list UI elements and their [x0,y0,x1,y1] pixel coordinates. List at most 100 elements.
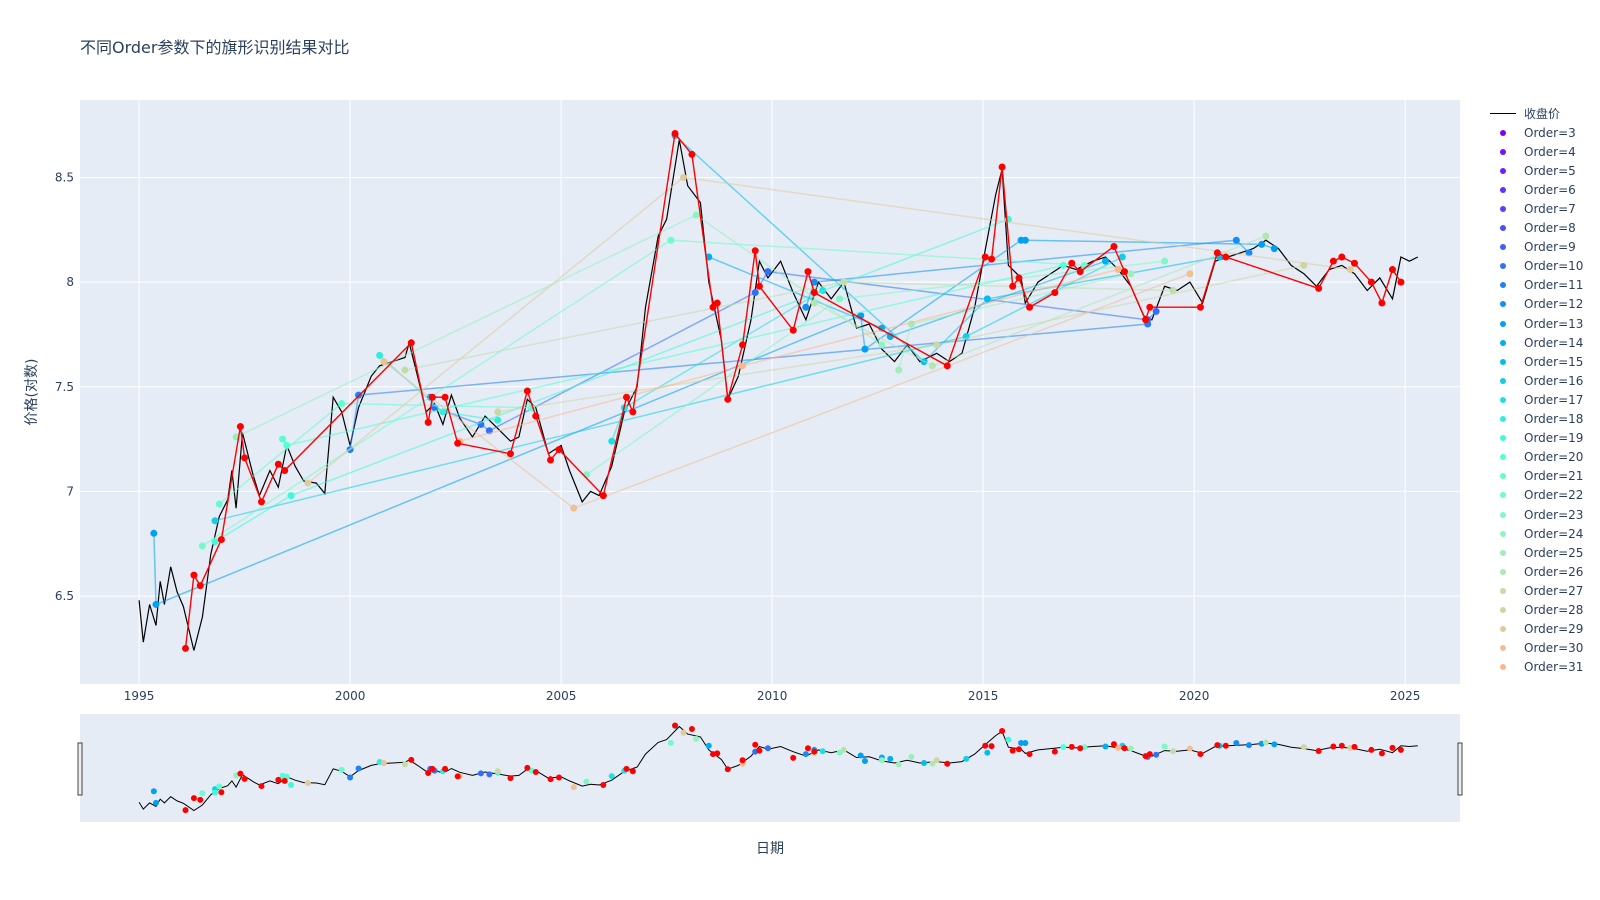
flag-marker[interactable] [751,289,759,297]
legend-item-close[interactable]: 收盘价 [1488,104,1600,123]
red-flag-marker[interactable] [1142,316,1150,324]
flag-marker[interactable] [861,345,869,353]
flag-marker[interactable] [692,211,700,219]
flag-marker[interactable] [705,253,713,261]
red-flag-marker[interactable] [196,582,204,590]
flag-marker[interactable] [380,358,388,366]
red-flag-marker[interactable] [1378,299,1386,307]
red-flag-marker[interactable] [1120,268,1128,276]
red-flag-marker[interactable] [1026,303,1034,311]
flag-marker[interactable] [895,366,903,374]
red-flag-marker[interactable] [506,450,514,458]
flag-marker[interactable] [1186,270,1194,278]
rangeslider-right-handle[interactable] [1457,742,1463,796]
red-flag-marker[interactable] [1213,249,1221,257]
flag-marker[interactable] [840,278,848,286]
legend-item-order[interactable]: Order=30 [1488,639,1600,658]
flag-marker[interactable] [933,341,941,349]
flag-marker[interactable] [198,542,206,550]
flag-marker[interactable] [983,295,991,303]
red-flag-marker[interactable] [1350,259,1358,267]
red-flag-marker[interactable] [523,387,531,395]
red-flag-marker[interactable] [1196,303,1204,311]
flag-marker[interactable] [287,492,295,500]
red-flag-marker[interactable] [1397,278,1405,286]
legend-item-order[interactable]: Order=11 [1488,276,1600,295]
flag-marker[interactable] [494,408,502,416]
legend-item-order[interactable]: Order=14 [1488,333,1600,352]
red-flag-marker[interactable] [241,454,249,462]
red-flag-marker[interactable] [981,253,989,261]
red-flag-marker[interactable] [713,299,721,307]
flag-marker[interactable] [1114,266,1122,274]
red-flag-marker[interactable] [555,446,563,454]
flag-marker[interactable] [1021,236,1029,244]
red-flag-marker[interactable] [1146,303,1154,311]
flag-marker[interactable] [1232,236,1240,244]
red-flag-marker[interactable] [629,408,637,416]
red-flag-marker[interactable] [1367,278,1375,286]
flag-marker[interactable] [764,268,772,276]
legend-item-order[interactable]: Order=19 [1488,429,1600,448]
legend-item-order[interactable]: Order=22 [1488,486,1600,505]
red-flag-marker[interactable] [755,282,763,290]
rangeslider-background[interactable] [80,714,1460,822]
red-flag-marker[interactable] [1338,253,1346,261]
red-flag-marker[interactable] [724,395,732,403]
red-flag-marker[interactable] [789,326,797,334]
red-flag-marker[interactable] [1388,266,1396,274]
flag-marker[interactable] [928,362,936,370]
red-flag-marker[interactable] [688,150,696,158]
flag-marker[interactable] [338,400,346,408]
legend-item-order[interactable]: Order=27 [1488,581,1600,600]
red-flag-marker[interactable] [532,412,540,420]
flag-marker[interactable] [1270,245,1278,253]
flag-marker[interactable] [211,538,219,546]
flag-marker[interactable] [304,479,312,487]
flag-marker[interactable] [1102,257,1110,265]
flag-marker[interactable] [1346,266,1354,274]
red-flag-marker[interactable] [1222,253,1230,261]
flag-marker[interactable] [679,173,687,181]
legend-item-order[interactable]: Order=16 [1488,371,1600,390]
red-flag-marker[interactable] [988,255,996,263]
red-flag-marker[interactable] [739,341,747,349]
legend-item-order[interactable]: Order=21 [1488,467,1600,486]
red-flag-marker[interactable] [1329,257,1337,265]
legend-item-order[interactable]: Order=13 [1488,314,1600,333]
flag-marker[interactable] [211,517,219,525]
legend-item-order[interactable]: Order=6 [1488,180,1600,199]
legend-item-order[interactable]: Order=24 [1488,524,1600,543]
red-flag-marker[interactable] [441,393,449,401]
flag-marker[interactable] [1169,286,1177,294]
red-flag-marker[interactable] [599,492,607,500]
legend-item-order[interactable]: Order=8 [1488,219,1600,238]
flag-marker[interactable] [150,529,158,537]
red-flag-marker[interactable] [1076,268,1084,276]
flag-marker[interactable] [1127,270,1135,278]
flag-marker[interactable] [279,435,287,443]
flag-marker[interactable] [401,366,409,374]
flag-marker[interactable] [836,295,844,303]
legend-item-order[interactable]: Order=25 [1488,543,1600,562]
legend-item-order[interactable]: Order=20 [1488,448,1600,467]
flag-marker[interactable] [810,278,818,286]
red-flag-marker[interactable] [1051,289,1059,297]
legend-item-order[interactable]: Order=10 [1488,257,1600,276]
flag-marker[interactable] [215,500,223,508]
red-flag-marker[interactable] [281,466,289,474]
red-flag-marker[interactable] [810,289,818,297]
legend-item-order[interactable]: Order=23 [1488,505,1600,524]
flag-marker[interactable] [739,362,747,370]
legend-item-order[interactable]: Order=15 [1488,352,1600,371]
red-flag-marker[interactable] [671,129,679,137]
flag-pattern-layer[interactable] [150,132,1354,608]
red-flag-marker[interactable] [998,163,1006,171]
flag-marker[interactable] [376,351,384,359]
flag-marker[interactable] [1258,240,1266,248]
red-flag-marker[interactable] [190,571,198,579]
red-flag-marker[interactable] [257,498,265,506]
flag-marker[interactable] [1161,257,1169,265]
legend-item-order[interactable]: Order=31 [1488,658,1600,677]
